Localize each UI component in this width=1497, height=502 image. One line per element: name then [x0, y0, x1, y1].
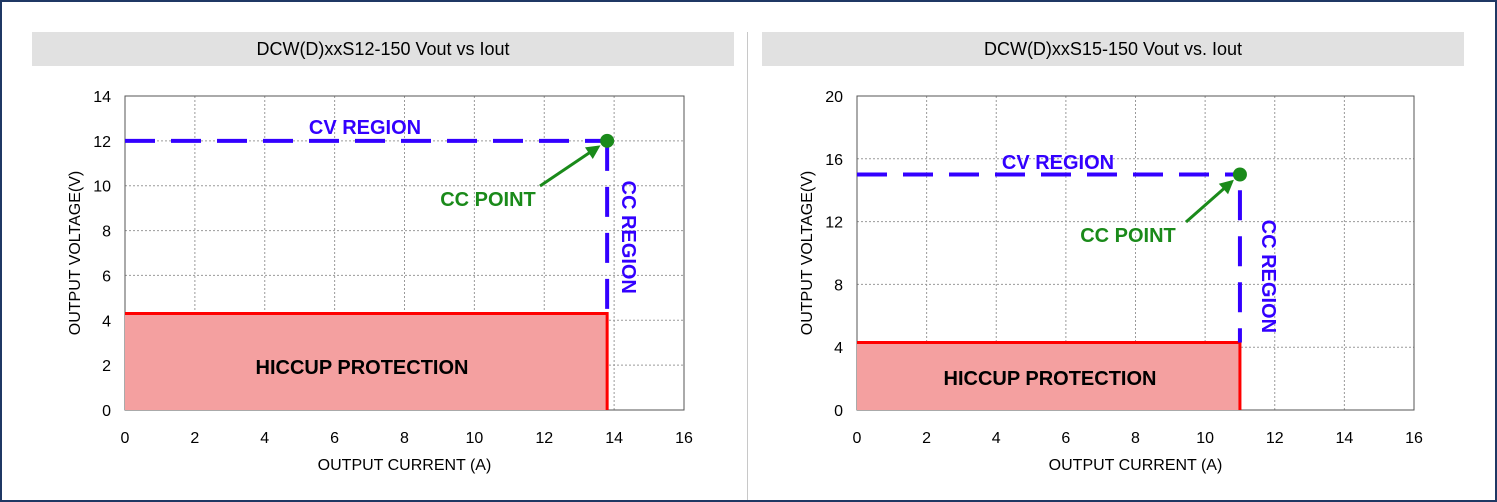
x-tick-label: 0 — [121, 430, 130, 447]
x-tick-label: 14 — [605, 430, 623, 447]
cc-point-arrowhead — [1218, 179, 1234, 195]
x-tick-label: 12 — [535, 430, 553, 447]
y-tick-label: 4 — [102, 313, 111, 330]
hiccup-label: HICCUP PROTECTION — [944, 368, 1157, 390]
cc-label: CC REGION — [617, 181, 639, 294]
x-axis-label: OUTPUT CURRENT (A) — [1049, 457, 1223, 474]
panel-divider — [747, 32, 748, 500]
chart-title-left: DCW(D)xxS12-150 Vout vs Iout — [32, 32, 734, 66]
cc-point — [1232, 167, 1247, 182]
cc-label: CC REGION — [1257, 220, 1279, 333]
x-tick-label: 10 — [1196, 430, 1214, 447]
chart-left: HICCUP PROTECTION CV REGION CC REGION CC PO… — [67, 89, 693, 474]
x-axis-label: OUTPUT CURRENT (A) — [318, 457, 492, 474]
x-tick-label: 4 — [992, 430, 1001, 447]
hiccup-region — [125, 313, 608, 410]
y-tick-label: 0 — [834, 403, 843, 420]
x-tick-label: 2 — [922, 430, 931, 447]
y-tick-label: 14 — [93, 89, 111, 106]
x-tick-label: 10 — [465, 430, 483, 447]
hiccup-region — [857, 342, 1240, 410]
y-tick-label: 12 — [93, 134, 111, 151]
y-tick-label: 20 — [825, 89, 843, 106]
x-tick-label: 6 — [1061, 430, 1070, 447]
cc-point-label: CC POINT — [1080, 225, 1176, 247]
x-tick-label: 4 — [260, 430, 269, 447]
cc-point — [600, 133, 615, 148]
y-tick-label: 6 — [102, 268, 111, 285]
y-tick-label: 10 — [93, 179, 111, 196]
y-axis-label: OUTPUT VOLTAGE(V) — [799, 171, 816, 335]
cc-point-arrowhead — [584, 145, 601, 159]
y-tick-label: 16 — [825, 152, 843, 169]
hiccup-boundary — [125, 312, 609, 410]
cc-point-label: CC POINT — [440, 189, 536, 211]
x-tick-label: 0 — [853, 430, 862, 447]
x-tick-label: 6 — [330, 430, 339, 447]
y-tick-label: 8 — [834, 277, 843, 294]
x-tick-label: 14 — [1335, 430, 1353, 447]
cc-point-arrow — [1185, 185, 1228, 224]
y-tick-label: 8 — [102, 224, 111, 241]
x-tick-label: 12 — [1266, 430, 1284, 447]
x-tick-label: 16 — [675, 430, 693, 447]
y-tick-label: 2 — [102, 358, 111, 375]
cv-label: CV REGION — [1002, 152, 1114, 174]
y-axis-label: OUTPUT VOLTAGE(V) — [67, 171, 84, 335]
x-tick-label: 16 — [1405, 430, 1423, 447]
x-tick-label: 8 — [1131, 430, 1140, 447]
y-tick-label: 0 — [102, 403, 111, 420]
y-tick-label: 12 — [825, 215, 843, 232]
cv-label: CV REGION — [309, 117, 421, 139]
x-tick-label: 8 — [400, 430, 409, 447]
x-tick-label: 2 — [190, 430, 199, 447]
y-tick-label: 4 — [834, 340, 843, 357]
chart-title-right: DCW(D)xxS15-150 Vout vs. Iout — [762, 32, 1464, 66]
cc-point-arrow — [539, 149, 594, 188]
hiccup-label: HICCUP PROTECTION — [256, 357, 469, 379]
